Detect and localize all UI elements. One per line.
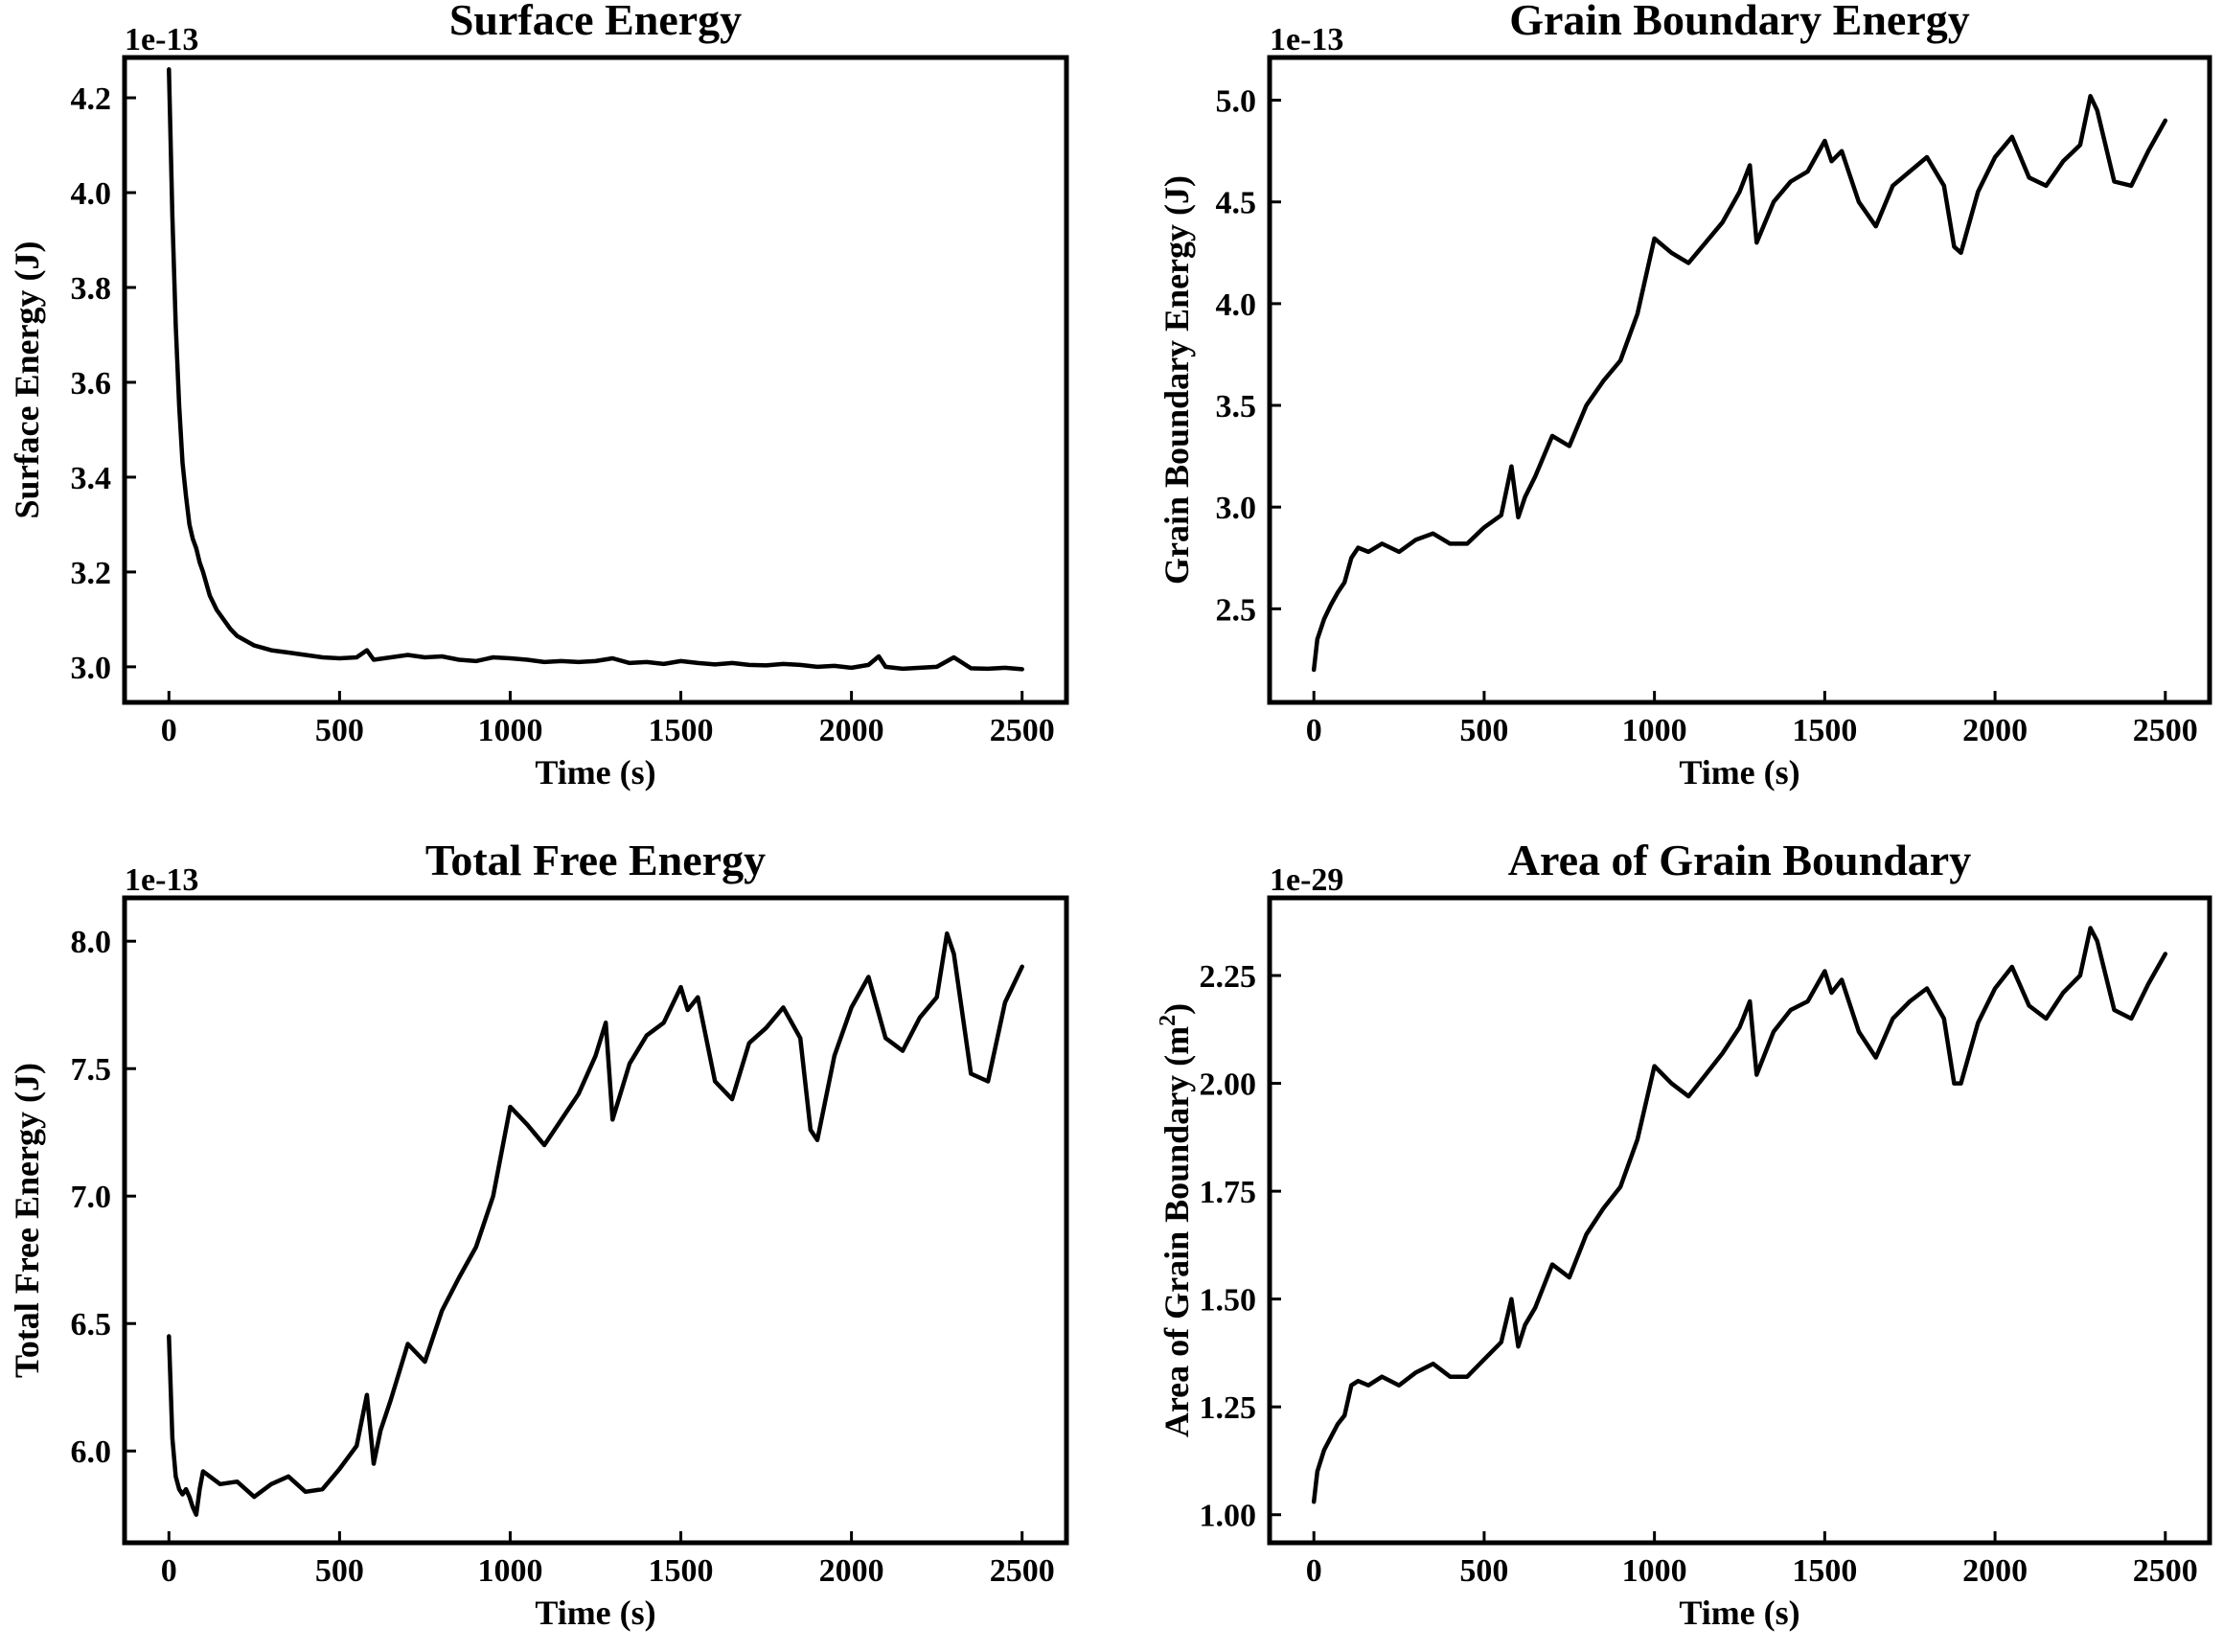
- y-tick-label: 1.25: [1200, 1390, 1257, 1426]
- series-line: [167, 67, 1024, 672]
- x-tick-label: 1500: [1792, 713, 1857, 748]
- y-tick-label: 3.4: [71, 461, 112, 496]
- y-axis-label-text: Surface Energy (J): [8, 241, 46, 519]
- x-tick-label: 2500: [990, 713, 1055, 748]
- plot-frame: [1267, 895, 2212, 1546]
- x-tick-label: 0: [1306, 1553, 1322, 1589]
- chart-title: Total Free Energy: [425, 836, 766, 884]
- y-tick-label: 2.25: [1200, 959, 1257, 995]
- series-line: [167, 930, 1024, 1517]
- x-tick-label: 1500: [649, 1553, 714, 1589]
- y-tick-label: 5.0: [1216, 84, 1257, 120]
- x-tick-label: 2000: [819, 713, 884, 748]
- y-tick-label: 2.00: [1200, 1067, 1257, 1103]
- x-tick-label: 1500: [1792, 1553, 1857, 1589]
- y-axis-label: Area of Grain Boundary (m2): [1156, 1003, 1196, 1437]
- y-tick-label: 7.0: [71, 1180, 112, 1215]
- y-tick-label: 4.5: [1216, 186, 1257, 221]
- panel-total-free-energy: 0 500 1000 1500 2000 2500 6.0 6.5 7.0 7.5 8.0 Total…: [8, 836, 1069, 1632]
- y-tick-label: 6.5: [71, 1307, 112, 1342]
- y-tick-label: 4.2: [71, 81, 112, 117]
- x-tick-label: 1000: [1622, 1553, 1687, 1589]
- y-axis-label: Total Free Energy (J): [8, 1063, 46, 1378]
- y-axis-label-text: Total Free Energy (J): [8, 1063, 46, 1378]
- x-tick-label: 2500: [2133, 713, 2198, 748]
- chart-title: Area of Grain Boundary: [1508, 836, 1971, 884]
- y-axis-label-superscript: 2: [1156, 1015, 1180, 1026]
- y-axis-label-text: Grain Boundary Energy (J): [1157, 175, 1196, 585]
- x-tick-label: 2000: [1962, 713, 2028, 748]
- plot-frame: [1267, 55, 2212, 705]
- panel-grain-boundary-energy: 0 500 1000 1500 2000 2500 2.5 3.0 3.5 4.0 4.5 5.0 Gr…: [1157, 0, 2212, 792]
- x-tick-label: 500: [315, 1553, 364, 1589]
- series-line: [1311, 94, 2168, 673]
- chart-title: Grain Boundary Energy: [1509, 0, 1970, 44]
- x-tick-label: 500: [1459, 713, 1508, 748]
- y-tick-label: 3.2: [71, 556, 112, 591]
- axis-multiplier: 1e-13: [1270, 22, 1343, 57]
- x-tick-label: 500: [315, 713, 364, 748]
- x-axis-label: Time (s): [1679, 1594, 1799, 1632]
- x-tick-label: 2500: [2133, 1553, 2198, 1589]
- x-tick-label: 0: [1306, 713, 1322, 748]
- x-tick-label: 1500: [649, 713, 714, 748]
- x-tick-label: 2000: [1962, 1553, 2028, 1589]
- y-tick-label: 3.0: [71, 651, 112, 686]
- x-tick-label: 1000: [477, 1553, 542, 1589]
- x-tick-label: 1000: [1622, 713, 1687, 748]
- y-tick-label: 4.0: [71, 176, 112, 212]
- x-axis-label: Time (s): [1679, 753, 1799, 792]
- y-tick-label: 1.50: [1200, 1283, 1257, 1319]
- y-tick-label: 7.5: [71, 1052, 112, 1088]
- plot-frame: [122, 55, 1069, 705]
- x-tick-label: 0: [161, 1553, 177, 1589]
- x-tick-label: 0: [161, 713, 177, 748]
- panel-area-of-grain-boundary: 0 500 1000 1500 2000 2500 1.00 1.25 1.50 1.75 2.00…: [1156, 836, 2212, 1632]
- y-tick-label: 4.0: [1216, 287, 1257, 323]
- y-tick-label: 3.0: [1216, 491, 1257, 526]
- x-tick-label: 2500: [990, 1553, 1055, 1589]
- x-tick-label: 500: [1459, 1553, 1508, 1589]
- x-tick-label: 1000: [477, 713, 542, 748]
- y-tick-label: 3.5: [1216, 389, 1257, 424]
- axis-multiplier: 1e-13: [125, 22, 198, 57]
- y-tick-label: 3.6: [71, 366, 112, 402]
- y-tick-label: 6.0: [71, 1434, 112, 1470]
- y-axis-label-text: Area of Grain Boundary (m: [1157, 1026, 1196, 1437]
- plot-frame: [122, 895, 1069, 1546]
- y-tick-label: 2.5: [1216, 592, 1257, 628]
- x-tick-label: 2000: [819, 1553, 884, 1589]
- axis-multiplier: 1e-13: [125, 862, 198, 898]
- y-tick-label: 3.8: [71, 271, 112, 307]
- axis-multiplier: 1e-29: [1270, 862, 1343, 898]
- x-axis-label: Time (s): [535, 1594, 655, 1632]
- panel-surface-energy: 0 500 1000 1500 2000 2500 3.0 3.2 3.4 3.6 3.8 4.0 4.…: [8, 0, 1069, 792]
- x-axis-label: Time (s): [535, 753, 655, 792]
- y-tick-label: 8.0: [71, 925, 112, 960]
- series-line: [1311, 926, 2168, 1504]
- y-axis-label-end: ): [1157, 1003, 1196, 1015]
- y-axis-label: Grain Boundary Energy (J): [1157, 175, 1196, 585]
- chart-title: Surface Energy: [449, 0, 742, 44]
- y-axis-label: Surface Energy (J): [8, 241, 46, 519]
- y-tick-label: 1.00: [1200, 1499, 1257, 1534]
- y-tick-label: 1.75: [1200, 1175, 1257, 1210]
